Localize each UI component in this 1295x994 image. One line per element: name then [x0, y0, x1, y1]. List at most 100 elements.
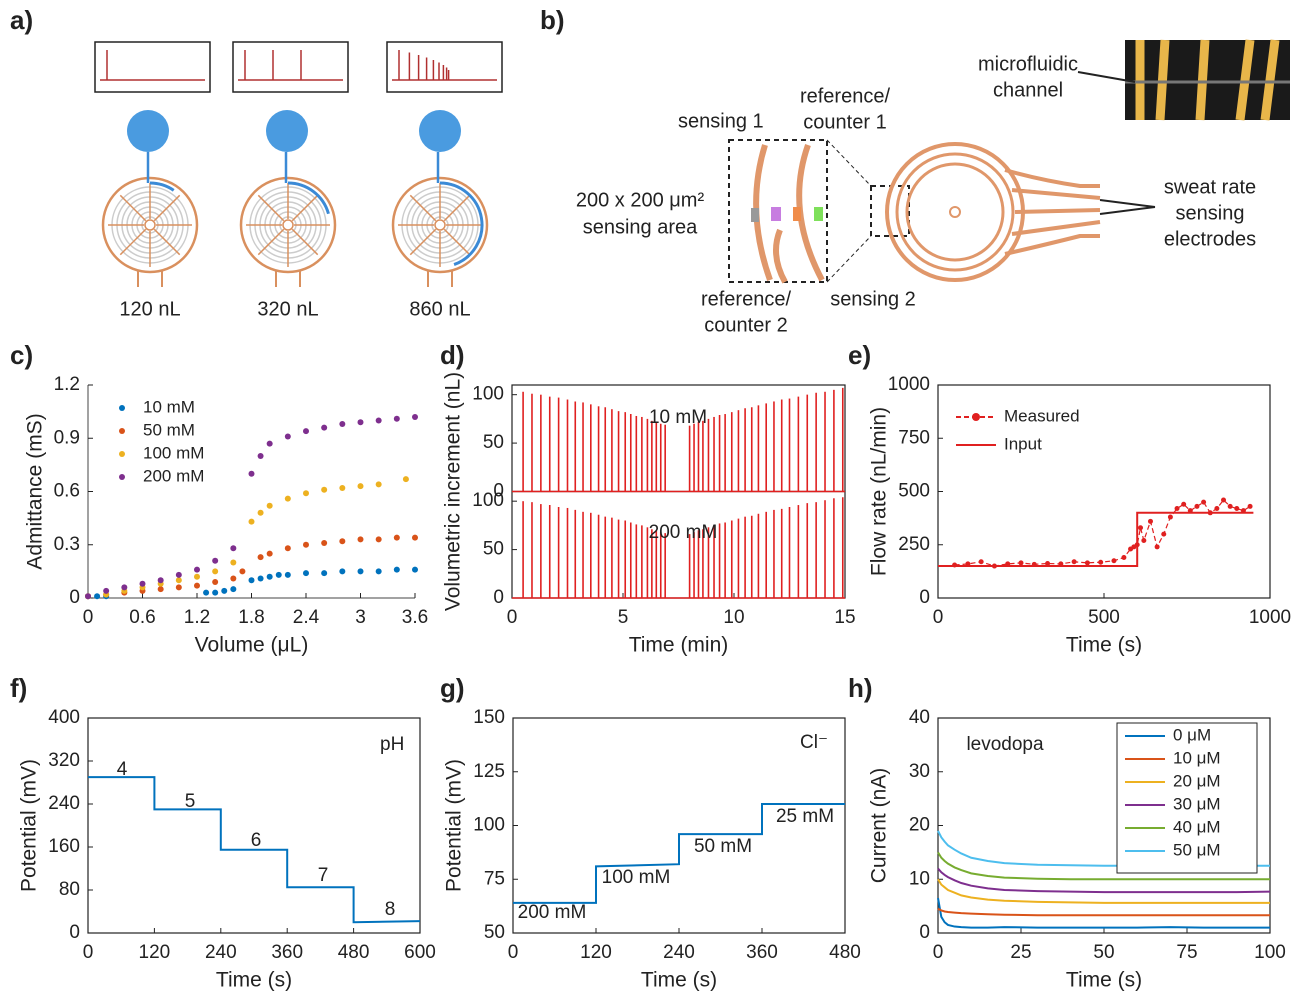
data-point [1111, 558, 1117, 564]
spiral-outer [391, 176, 489, 274]
y-tick-label: 125 [473, 761, 505, 782]
data-point [85, 593, 91, 600]
volume-label: 860 nL [409, 298, 470, 320]
volume-label: 320 nL [257, 298, 318, 320]
panel-label: d) [440, 340, 465, 370]
y-tick-label: 400 [48, 707, 80, 728]
outlet [137, 271, 163, 287]
spiral-spoke [257, 194, 285, 222]
y-tick-label: 500 [898, 481, 930, 502]
data-point [175, 584, 182, 591]
x-axis-label: Time (min) [629, 634, 729, 657]
spiral-spoke [153, 228, 181, 256]
panel-label: e) [848, 340, 871, 370]
data-point [1084, 560, 1090, 566]
diagram-label: reference/ [701, 288, 791, 310]
fluid-front [287, 181, 330, 215]
data-point [1227, 503, 1233, 509]
data-point [1147, 518, 1153, 524]
data-point [194, 566, 200, 573]
data-point [357, 536, 364, 543]
annotation: pH [380, 734, 404, 755]
annotation: 25 mM [776, 806, 834, 827]
data-point [303, 428, 309, 435]
legend-label: 40 μM [1173, 817, 1221, 836]
data-point [157, 577, 164, 584]
spiral-outer [101, 176, 199, 274]
y-axis-label: Volumetric increment (nL) [442, 372, 465, 611]
data-point [257, 554, 264, 561]
reservoir [127, 110, 169, 152]
y-tick-label: 0 [493, 587, 504, 608]
x-tick-label: 0.6 [129, 607, 155, 628]
y-tick-label: 40 [909, 707, 930, 728]
legend-label: Input [1004, 434, 1042, 453]
diagram-label: sweat rate [1164, 176, 1256, 198]
y-axis-label: Admittance (mS) [24, 413, 47, 569]
y-tick-label: 0.9 [54, 427, 80, 448]
x-tick-label: 1.8 [238, 607, 264, 628]
data-point [257, 575, 264, 582]
zoom-line [826, 235, 872, 283]
legend-label: 50 μM [1173, 840, 1221, 859]
data-point [1154, 544, 1160, 550]
x-tick-label: 0 [83, 942, 94, 963]
data-point [412, 566, 418, 573]
y-axis-label: Current (nA) [868, 768, 891, 884]
x-axis-label: Time (s) [1066, 969, 1142, 992]
arrow [1099, 199, 1156, 208]
y-tick-label: 1.2 [54, 374, 80, 395]
y-axis-label: Potential (mV) [18, 759, 41, 892]
data-point [230, 545, 237, 552]
y-tick-label: 75 [484, 868, 505, 889]
data-point [339, 568, 346, 575]
x-tick-label: 3 [355, 607, 366, 628]
x-axis-label: Volume (μL) [195, 634, 309, 657]
y-tick-label: 150 [473, 707, 505, 728]
zoom-box [870, 185, 910, 237]
y-tick-label: 0.6 [54, 481, 80, 502]
data-point [248, 518, 255, 525]
data-point [257, 453, 264, 459]
data-point [284, 571, 291, 578]
zoom-box [728, 139, 828, 283]
data-point [221, 587, 228, 594]
spiral-spoke [119, 194, 147, 222]
data-point [230, 575, 237, 582]
y-tick-label: 750 [898, 427, 930, 448]
y-tick-label: 160 [48, 836, 80, 857]
x-tick-label: 1.2 [184, 607, 210, 628]
series-line [937, 851, 1270, 881]
series-line [937, 878, 1270, 904]
diagram-label: electrodes [1164, 228, 1256, 250]
x-tick-label: 240 [205, 942, 237, 963]
x-tick-label: 600 [404, 942, 436, 963]
data-point [321, 539, 328, 546]
data-point [266, 550, 273, 557]
data-point [230, 559, 237, 566]
x-tick-label: 360 [746, 942, 778, 963]
x-tick-label: 3.6 [402, 607, 428, 628]
y-tick-label: 100 [472, 384, 504, 405]
data-point [1174, 506, 1180, 512]
annotation: 8 [385, 899, 396, 920]
data-point [412, 534, 418, 541]
data-point [121, 584, 128, 591]
y-tick-label: 0 [493, 481, 504, 502]
annotation: 6 [251, 830, 262, 851]
legend-label: 200 mM [143, 466, 204, 485]
data-point [157, 586, 164, 593]
x-tick-label: 50 [1093, 942, 1114, 963]
spiral-spoke [153, 194, 181, 222]
plot-frame [87, 717, 421, 934]
data-point [1181, 501, 1187, 507]
diagram-label: counter 1 [803, 111, 886, 133]
data-point [1161, 531, 1167, 537]
x-tick-label: 480 [338, 942, 370, 963]
annotation: Cl⁻ [800, 732, 828, 753]
x-tick-label: 120 [580, 942, 612, 963]
data-point [1018, 560, 1024, 566]
data-point [1138, 525, 1144, 531]
y-tick-label: 50 [483, 432, 504, 453]
